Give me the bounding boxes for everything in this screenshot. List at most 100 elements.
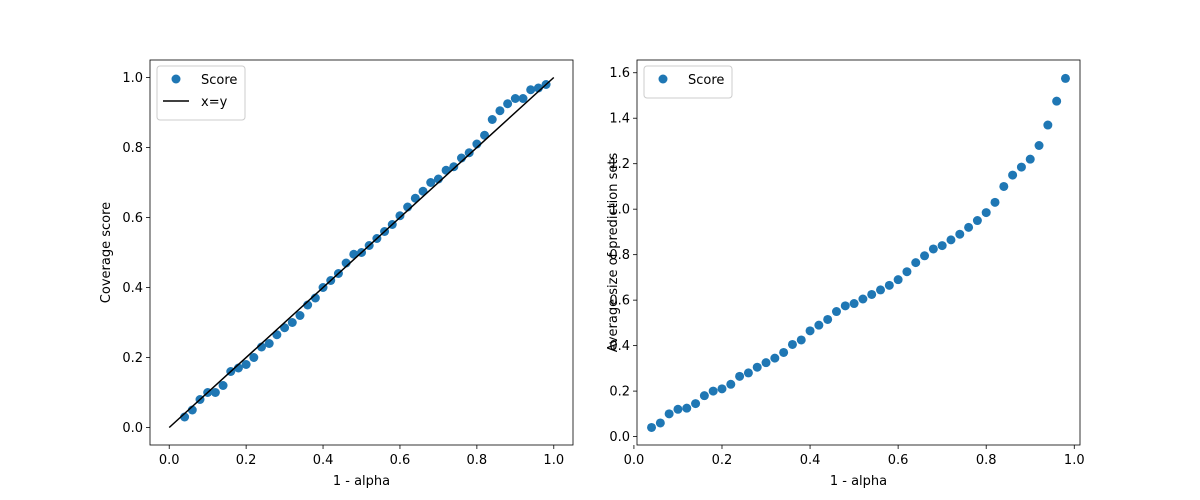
legend-label: Score [201, 73, 237, 88]
scatter-point [218, 381, 228, 390]
y-tick-label: 0.6 [122, 211, 143, 226]
scatter-point [395, 211, 405, 221]
x-axis-label: 1 - alpha [830, 474, 887, 489]
scatter-point [1016, 162, 1026, 172]
scatter-point [717, 384, 727, 394]
scatter-point [990, 197, 1000, 207]
scatter-point [691, 399, 701, 409]
scatter-point [752, 362, 762, 372]
scatter-point [911, 258, 921, 268]
scatter-point [241, 360, 251, 369]
scatter-point [1052, 96, 1062, 106]
x-tick-label: 0.4 [800, 453, 821, 468]
scatter-point [518, 94, 528, 103]
scatter-point [884, 280, 894, 290]
scatter-point [858, 294, 868, 304]
legend-scatter-marker [658, 74, 668, 84]
y-tick-label: 0.2 [609, 385, 630, 400]
scatter-point [708, 386, 718, 396]
scatter-point [779, 347, 789, 357]
scatter-point [823, 314, 833, 324]
y-tick-label: 0.8 [122, 141, 143, 156]
scatter-point [770, 353, 780, 363]
scatter-point [1034, 141, 1044, 151]
scatter-point [1025, 154, 1035, 164]
scatter-point [249, 353, 259, 362]
scatter-point [876, 285, 886, 295]
scatter-point [902, 267, 912, 277]
legend-label: x=y [201, 95, 228, 110]
y-tick-label: 0.0 [609, 430, 630, 445]
scatter-point [664, 409, 674, 419]
scatter-point [805, 326, 815, 336]
scatter-point [1060, 73, 1070, 83]
x-tick-label: 0.2 [236, 453, 257, 468]
x-axis-label: 1 - alpha [333, 474, 390, 489]
scatter-point [510, 94, 520, 103]
x-tick-label: 0.0 [624, 453, 645, 468]
y-tick-label: 1.0 [609, 203, 630, 218]
scatter-point [946, 235, 956, 245]
chart-panel-1: 0.0 0.2 0.4 0.6 0.8 1.0 0.0 0.2 0.4 0.6 0.8 1.0 1 - … [99, 59, 574, 489]
scatter-point [831, 307, 841, 317]
scatter-point [867, 289, 877, 299]
legend: Score [643, 65, 733, 99]
scatter-point [210, 388, 220, 397]
scatter-point [426, 178, 436, 187]
scatter-point [449, 162, 459, 172]
scatter-point [487, 115, 497, 124]
legend-box [643, 65, 733, 99]
scatter-point [964, 222, 974, 232]
scatter-point [814, 320, 824, 330]
y-tick-label: 0.0 [122, 421, 143, 436]
x-tick-label: 1.0 [543, 453, 564, 468]
chart-panel-2: 0.0 0.2 0.4 0.6 0.8 1.0 0.0 0.2 0.4 0.6 0.8 1.0 1.2 1… [606, 59, 1085, 489]
scatter-point [699, 391, 709, 401]
scatter-point [464, 148, 474, 158]
x-tick-label: 0.4 [313, 453, 334, 468]
legend: Score x=y [156, 65, 246, 121]
y-tick-label: 1.2 [609, 157, 630, 172]
x-tick-label: 0.2 [712, 453, 733, 468]
scatter-point [955, 229, 965, 239]
x-tick-label: 0.8 [467, 453, 488, 468]
scatter-point [726, 379, 736, 389]
y-tick-label: 0.4 [122, 281, 143, 296]
scatter-point [735, 371, 745, 381]
y-tick-label: 0.4 [609, 339, 630, 354]
series-line-x=y [168, 76, 555, 429]
axes-frame [636, 59, 1081, 446]
legend-label: Score [688, 73, 724, 88]
scatter-point [1008, 170, 1018, 180]
scatter-point [743, 368, 753, 378]
y-axis-label: Average size of prediction sets [606, 153, 621, 353]
scatter-point [655, 418, 665, 428]
scatter-point [928, 244, 938, 254]
scatter-point [673, 404, 683, 414]
scatter-point [840, 301, 850, 311]
scatter-point [920, 251, 930, 261]
scatter-point [761, 358, 771, 368]
y-tick-label: 1.4 [609, 112, 630, 127]
scatter-point [981, 208, 991, 218]
y-tick-label: 1.6 [609, 66, 630, 81]
scatter-point [999, 181, 1009, 191]
scatter-point [849, 299, 859, 309]
scatter-point [647, 422, 657, 432]
scatter-point [287, 318, 297, 327]
x-tick-label: 1.0 [1064, 453, 1085, 468]
scatter-point [264, 339, 274, 348]
scatter-point [503, 99, 513, 109]
y-tick-label: 0.2 [122, 351, 143, 366]
scatter-point [295, 311, 305, 320]
scatter-point [937, 241, 947, 251]
scatter-point [796, 335, 806, 345]
scatter-point [682, 403, 692, 413]
x-tick-label: 0.6 [390, 453, 411, 468]
scatter-point [893, 275, 903, 285]
scatter-point [526, 85, 536, 95]
scatter-point [972, 216, 982, 226]
y-tick-label: 0.6 [609, 294, 630, 309]
x-tick-label: 0.0 [159, 453, 180, 468]
